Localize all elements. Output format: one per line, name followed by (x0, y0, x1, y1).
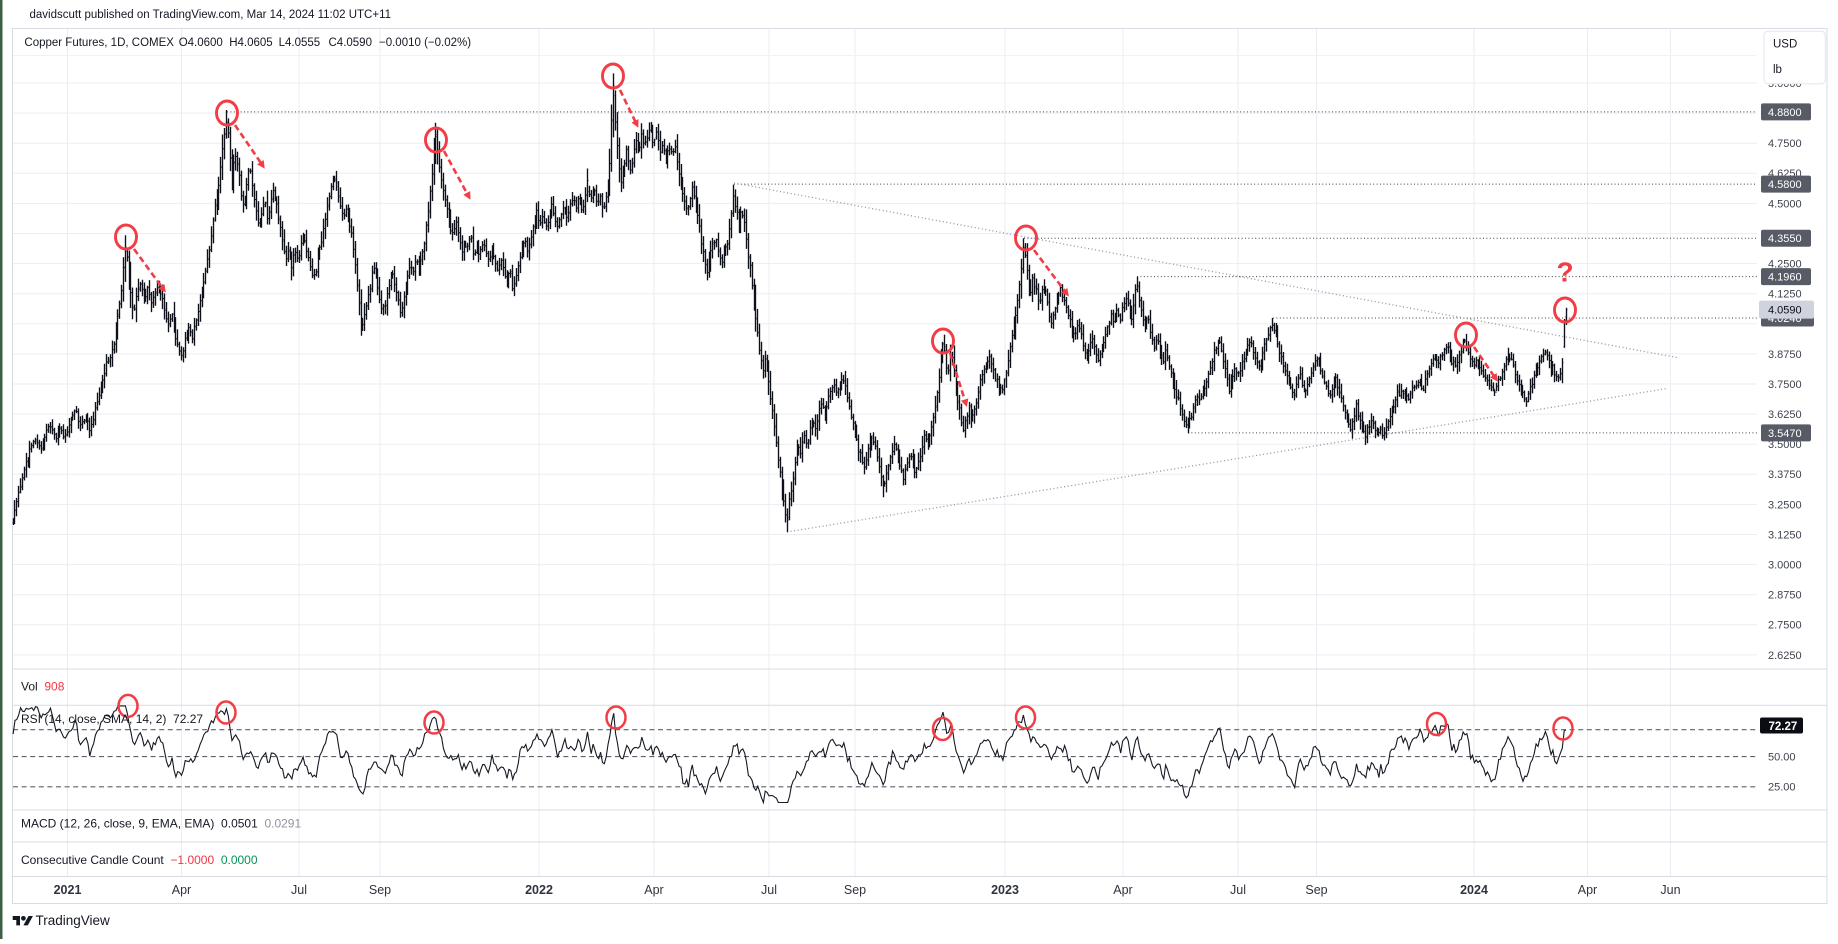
svg-text:4.5000: 4.5000 (1768, 198, 1802, 210)
svg-text:davidscutt published on Tradin: davidscutt published on TradingView.com,… (30, 9, 392, 21)
svg-text:2024: 2024 (1460, 883, 1488, 897)
svg-text:Jul: Jul (1230, 883, 1246, 897)
svg-text:Apr: Apr (644, 883, 663, 897)
svg-text:Sep: Sep (1305, 883, 1327, 897)
svg-text:2.8750: 2.8750 (1768, 590, 1802, 602)
svg-text:4.1250: 4.1250 (1768, 289, 1802, 301)
svg-text:Vol 908: Vol 908 (21, 680, 65, 694)
svg-text:TradingView: TradingView (36, 913, 111, 928)
svg-text:2.6250: 2.6250 (1768, 650, 1802, 662)
svg-text:3.8750: 3.8750 (1768, 349, 1802, 361)
svg-text:4.2500: 4.2500 (1768, 259, 1802, 271)
svg-text:3.1250: 3.1250 (1768, 529, 1802, 541)
svg-text:3.3750: 3.3750 (1768, 469, 1802, 481)
svg-text:Jul: Jul (761, 883, 777, 897)
svg-text:Apr: Apr (172, 883, 191, 897)
svg-text:4.3550: 4.3550 (1768, 233, 1802, 245)
svg-text:Apr: Apr (1113, 883, 1132, 897)
svg-text:MACD (12, 26, close, 9, EMA, E: MACD (12, 26, close, 9, EMA, EMA) 0.0501… (21, 817, 301, 831)
svg-text:3.7500: 3.7500 (1768, 379, 1802, 391)
svg-text:?: ? (1557, 257, 1574, 288)
svg-text:lb: lb (1773, 64, 1782, 76)
svg-text:2021: 2021 (54, 883, 82, 897)
svg-text:3.0000: 3.0000 (1768, 560, 1802, 572)
svg-text:3.2500: 3.2500 (1768, 499, 1802, 511)
svg-text:2.7500: 2.7500 (1768, 620, 1802, 632)
svg-text:Sep: Sep (844, 883, 866, 897)
svg-text:Jun: Jun (1660, 883, 1680, 897)
svg-text:25.00: 25.00 (1768, 782, 1796, 794)
svg-text:4.8800: 4.8800 (1768, 107, 1802, 119)
svg-text:2022: 2022 (525, 883, 553, 897)
svg-text:Jul: Jul (291, 883, 307, 897)
svg-text:3.5000: 3.5000 (1768, 439, 1802, 451)
svg-text:3.6250: 3.6250 (1768, 409, 1802, 421)
svg-text:USD: USD (1773, 39, 1797, 51)
svg-text:72.27: 72.27 (1769, 721, 1798, 733)
svg-text:50.00: 50.00 (1768, 752, 1796, 764)
svg-text:4.7500: 4.7500 (1768, 138, 1802, 150)
svg-text:Apr: Apr (1578, 883, 1597, 897)
svg-text:RSI (14, close, SMA, 14, 2) 7: RSI (14, close, SMA, 14, 2) 72.27 (21, 712, 203, 726)
svg-text:4.0590: 4.0590 (1768, 305, 1802, 317)
svg-text:3.5470: 3.5470 (1768, 428, 1802, 440)
svg-text:Sep: Sep (369, 883, 391, 897)
svg-text:Consecutive Candle Count −1.0: Consecutive Candle Count −1.0000 0.0000 (21, 853, 258, 867)
svg-text:4.1960: 4.1960 (1768, 272, 1802, 284)
svg-text:4.5800: 4.5800 (1768, 179, 1802, 191)
svg-text:2023: 2023 (991, 883, 1019, 897)
